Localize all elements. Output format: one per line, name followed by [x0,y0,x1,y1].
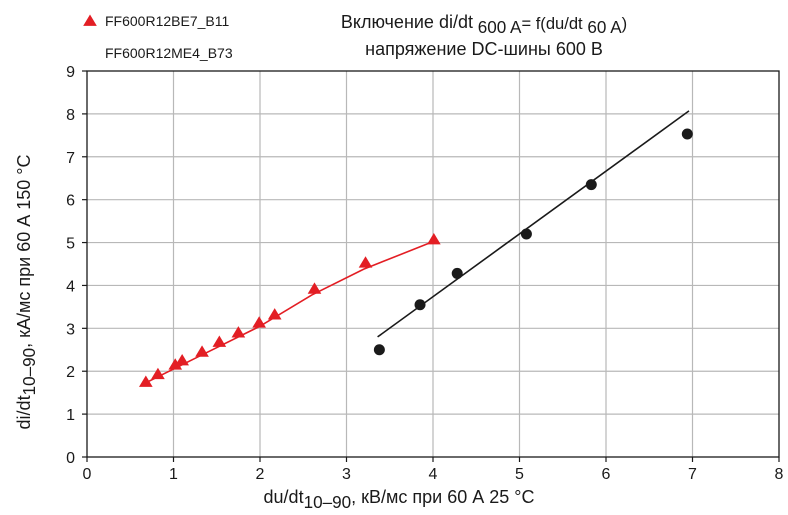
x-tick-label: 8 [775,466,784,483]
y-tick-label: 4 [66,278,75,295]
data-point-triangle [252,316,266,328]
y-tick-label: 1 [66,407,75,424]
data-point-triangle [195,345,209,357]
y-tick-label: 3 [66,321,75,338]
y-axis-label: di/dt10–90, кА/мс при 60 А 150 °С [14,155,39,430]
data-point-circle [681,128,693,140]
data-point-triangle [267,308,282,320]
y-tick-label: 2 [66,364,75,381]
x-tick-label: 1 [169,466,178,483]
data-point-triangle [307,282,322,294]
data-point-triangle [212,335,227,347]
x-axis-label: du/dt10–90, кВ/мс при 60 А 25 °С [264,487,535,512]
x-tick-label: 2 [256,466,265,483]
data-markers [138,128,693,387]
data-point-circle [520,228,532,240]
x-tick-label: 0 [83,466,92,483]
grid-lines [87,71,779,457]
x-tick-label: 4 [429,466,438,483]
x-tick-label: 3 [342,466,351,483]
y-tick-label: 9 [66,64,75,81]
chart-subtitle: напряжение DC-шины 600 В [365,39,603,59]
data-point-triangle [358,256,373,268]
data-point-triangle [138,375,153,387]
data-point-circle [451,267,463,279]
data-point-triangle [168,358,183,370]
data-point-triangle [175,354,189,366]
y-tick-label: 6 [66,193,75,210]
x-tick-label: 7 [688,466,697,483]
chart-title: Включение di/dt 600 A= f(du/dt 60 A) [341,12,627,37]
plot-frame [82,70,780,462]
data-point-circle [414,299,426,311]
tick-labels: 0 1 2 3 4 5 6 7 8 0 1 2 3 4 5 6 7 8 9 [66,64,783,483]
y-tick-label: 8 [66,107,75,124]
data-point-circle [373,344,385,356]
trend-line-circle [377,110,690,338]
legend-marker-triangle [83,14,97,26]
legend: FF600R12BE7_B11 FF600R12ME4_B73 [83,13,233,61]
x-tick-label: 5 [515,466,524,483]
x-tick-label: 6 [602,466,611,483]
data-point-triangle [427,233,441,245]
trend-lines [145,110,690,384]
y-tick-label: 7 [66,150,75,167]
legend-label: FF600R12ME4_B73 [105,45,233,61]
trend-line-triangle [145,240,435,384]
y-tick-label: 5 [66,236,75,253]
data-point-triangle [231,326,246,338]
legend-label: FF600R12BE7_B11 [105,13,229,29]
data-point-circle [585,179,597,191]
y-tick-label: 0 [66,450,75,467]
data-point-triangle [151,367,165,380]
